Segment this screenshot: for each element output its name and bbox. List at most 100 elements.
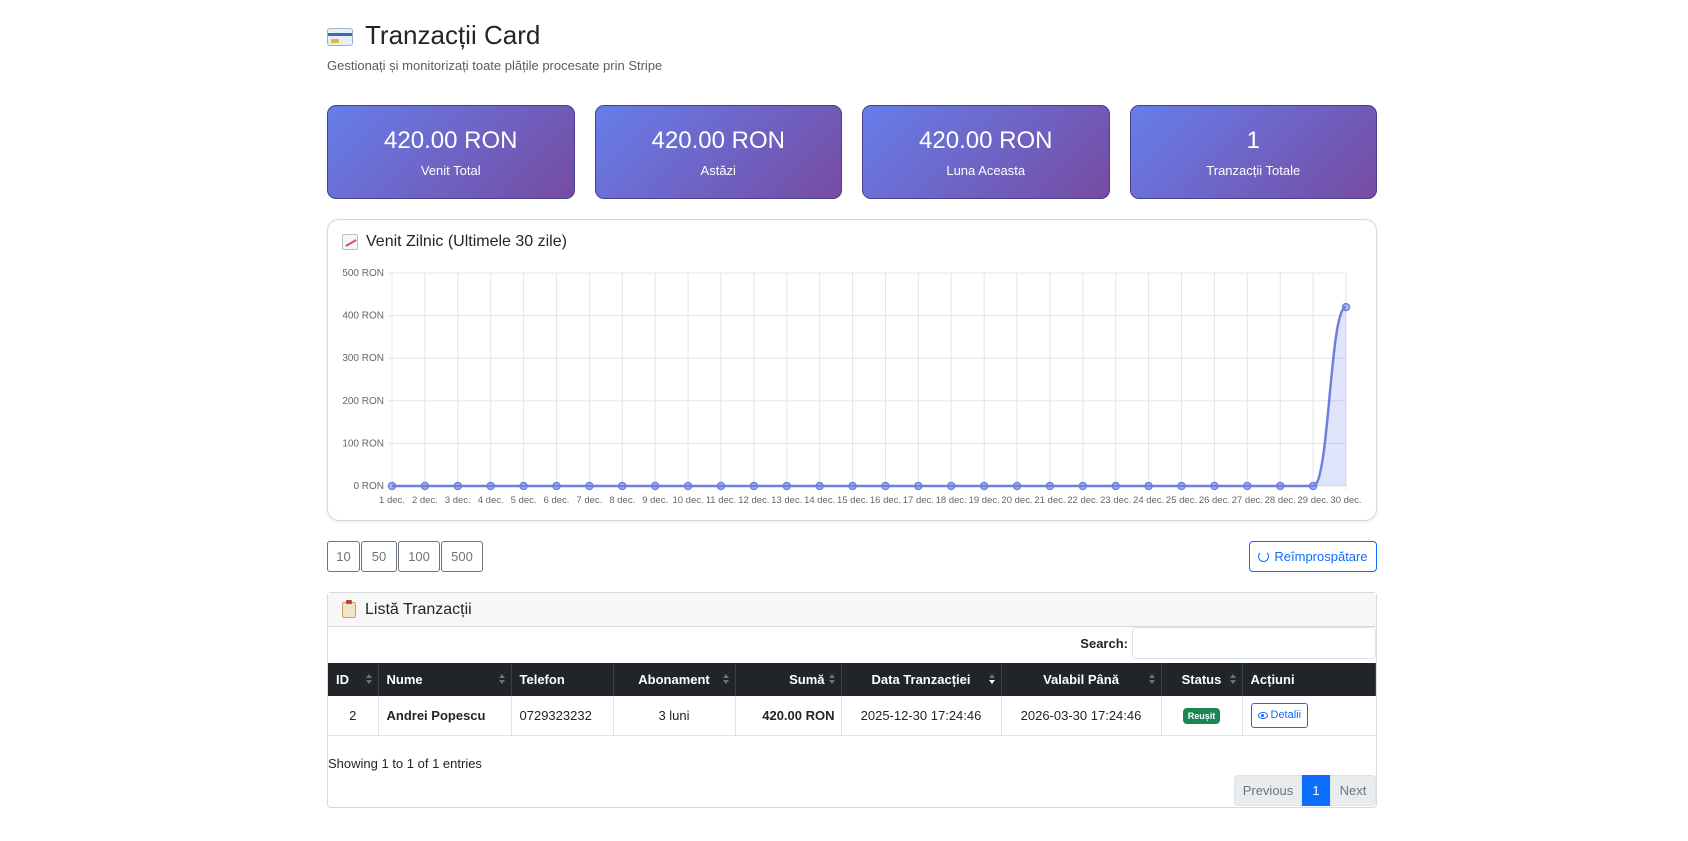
x-tick-label: 3 dec.: [445, 495, 471, 506]
refresh-label: Reîmprospătare: [1274, 549, 1368, 564]
details-label: Detalii: [1270, 709, 1302, 722]
search-input[interactable]: [1132, 627, 1376, 659]
x-tick-label: 27 dec.: [1232, 495, 1263, 506]
page-length-buttons: 10 50 100 500: [327, 541, 484, 572]
title-row: Tranzacții Card: [327, 18, 662, 52]
credit-card-icon: [327, 28, 353, 46]
length-button-100[interactable]: 100: [398, 541, 440, 572]
data-point: [585, 481, 594, 491]
column-header-plan[interactable]: Abonament: [613, 663, 736, 696]
data-point: [1078, 481, 1088, 491]
x-tick-label: 22 dec.: [1067, 495, 1098, 506]
stat-value: 420.00 RON: [919, 126, 1053, 154]
data-point: [618, 481, 627, 491]
column-header-valid-until[interactable]: Valabil Până: [1001, 663, 1162, 696]
stat-value: 420.00 RON: [384, 126, 518, 154]
data-point: [815, 481, 824, 491]
revenue-line-chart: 0 RON 100 RON 200 RON 300 RON 400 RON 500 RON…: [342, 268, 1361, 506]
x-tick-label: 8 dec.: [609, 495, 635, 506]
eye-icon: [1257, 711, 1268, 719]
x-tick-label: 20 dec.: [1001, 495, 1032, 506]
status-badge: Reușit: [1182, 707, 1221, 724]
stat-label: Venit Total: [420, 162, 481, 178]
sort-icon: [1229, 674, 1236, 685]
x-tick-label: 12 dec.: [738, 495, 769, 506]
stat-card-total-revenue: 420.00 RON Venit Total: [327, 105, 575, 199]
x-tick-label: 1 dec.: [379, 495, 405, 506]
length-button-50[interactable]: 50: [361, 541, 397, 572]
stats-row: 420.00 RON Venit Total 420.00 RON Astăzi…: [327, 105, 1377, 199]
column-header-name[interactable]: Nume: [378, 663, 512, 696]
stat-card-today: 420.00 RON Astăzi: [594, 105, 842, 199]
x-tick-label: 21 dec.: [1034, 495, 1065, 506]
cell-amount: 420.00 RON: [735, 696, 842, 736]
x-tick-label: 30 dec.: [1330, 495, 1361, 506]
pagination-page-1[interactable]: 1: [1302, 775, 1330, 806]
details-button[interactable]: Detalii: [1250, 702, 1309, 728]
x-tick-label: 26 dec.: [1199, 495, 1230, 506]
refresh-button[interactable]: Reîmprospătare: [1249, 541, 1377, 572]
x-tick-label: 2 dec.: [412, 495, 438, 506]
x-tick-label: 7 dec.: [576, 495, 602, 506]
sort-icon: [828, 674, 835, 685]
x-tick-label: 28 dec.: [1265, 495, 1296, 506]
data-point: [946, 481, 956, 491]
chart-title-row: Venit Zilnic (Ultimele 30 zile): [342, 233, 567, 251]
y-tick-label: 400 RON: [342, 311, 384, 322]
sort-icon: [365, 674, 372, 685]
stat-label: Tranzacții Totale: [1206, 162, 1301, 178]
x-tick-label: 10 dec.: [672, 495, 703, 506]
y-tick-label: 200 RON: [342, 396, 384, 407]
pagination-previous[interactable]: Previous: [1234, 775, 1302, 806]
x-tick-label: 18 dec.: [936, 495, 967, 506]
column-header-actions: Acțiuni: [1242, 663, 1376, 696]
chart-title: Venit Zilnic (Ultimele 30 zile): [366, 233, 567, 250]
stat-value: 1: [1246, 126, 1260, 154]
x-tick-label: 16 dec.: [870, 495, 901, 506]
column-header-transaction-date[interactable]: Data Tranzacției: [841, 663, 1002, 696]
data-point: [914, 481, 923, 491]
x-tick-label: 17 dec.: [903, 495, 934, 506]
column-header-id[interactable]: ID: [328, 663, 379, 696]
data-point: [650, 481, 660, 491]
data-point: [1341, 302, 1351, 312]
stat-value: 420.00 RON: [651, 126, 785, 154]
refresh-icon: [1258, 551, 1270, 562]
sort-desc-icon: [988, 674, 995, 685]
pagination-next[interactable]: Next: [1330, 775, 1376, 806]
column-header-amount[interactable]: Sumă: [735, 663, 842, 696]
x-tick-label: 13 dec.: [771, 495, 802, 506]
data-point: [1111, 481, 1120, 491]
cell-transaction-date: 2025-12-30 17:24:46: [841, 696, 1002, 736]
cell-id: 2: [328, 696, 379, 736]
column-header-status[interactable]: Status: [1161, 663, 1243, 696]
x-tick-label: 6 dec.: [544, 495, 570, 506]
y-tick-label: 500 RON: [342, 268, 384, 279]
data-point: [519, 481, 528, 491]
data-point: [387, 481, 397, 491]
data-point: [1275, 481, 1285, 491]
cell-name: Andrei Popescu: [378, 696, 512, 736]
column-header-phone[interactable]: Telefon: [511, 663, 614, 696]
data-point: [716, 481, 726, 491]
data-point: [749, 481, 759, 491]
search-label: Search:: [1080, 635, 1128, 651]
length-button-500[interactable]: 500: [441, 541, 483, 572]
data-point: [848, 481, 857, 491]
data-point: [1177, 481, 1186, 491]
chart-increasing-icon: [342, 234, 358, 250]
table-info: Showing 1 to 1 of 1 entries: [328, 756, 482, 771]
cell-phone: 0729323232: [511, 696, 614, 736]
length-button-10[interactable]: 10: [327, 541, 360, 572]
x-tick-label: 25 dec.: [1166, 495, 1197, 506]
data-point: [1045, 481, 1055, 491]
page-header: Tranzacții Card Gestionați și monitoriza…: [327, 18, 662, 73]
data-point: [979, 481, 989, 491]
data-point: [486, 481, 495, 491]
x-tick-label: 11 dec.: [706, 495, 736, 506]
data-point: [1012, 481, 1022, 491]
page-subtitle: Gestionați și monitorizați toate plățile…: [327, 58, 663, 73]
data-point: [1243, 481, 1252, 491]
sort-icon: [722, 674, 729, 685]
cell-plan: 3 luni: [613, 696, 736, 736]
